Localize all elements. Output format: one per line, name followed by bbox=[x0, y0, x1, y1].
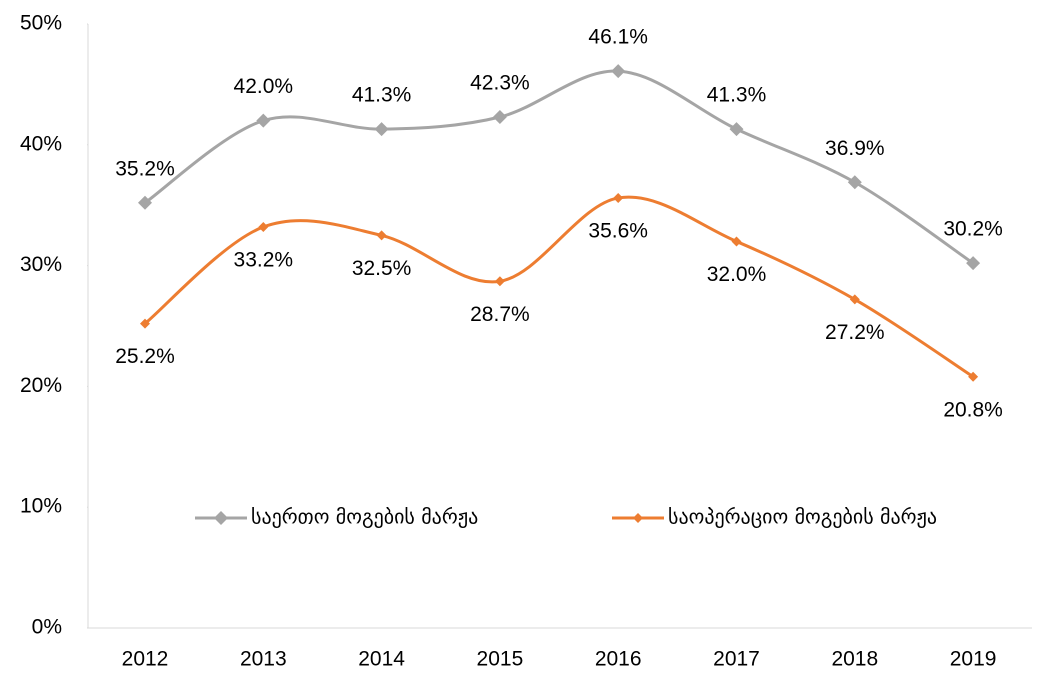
y-tick-label: 20% bbox=[20, 374, 62, 397]
y-tick-label: 10% bbox=[20, 495, 62, 518]
marker bbox=[729, 122, 744, 137]
legend-label: საოპერაციო მოგების მარჟა bbox=[668, 505, 937, 529]
marker bbox=[613, 192, 624, 203]
x-tick-label: 2014 bbox=[358, 648, 405, 671]
marker bbox=[847, 175, 862, 190]
data-label: 32.0% bbox=[707, 263, 767, 286]
y-tick-label: 50% bbox=[20, 12, 62, 35]
marker bbox=[731, 236, 742, 247]
y-tick-label: 40% bbox=[20, 132, 62, 155]
data-label: 25.2% bbox=[115, 345, 175, 368]
marker bbox=[966, 256, 981, 271]
x-tick-label: 2017 bbox=[713, 648, 760, 671]
x-tick-label: 2016 bbox=[595, 648, 642, 671]
marker bbox=[492, 110, 507, 125]
marker bbox=[494, 276, 505, 287]
series-line bbox=[144, 69, 974, 265]
x-tick-label: 2013 bbox=[240, 648, 287, 671]
marker bbox=[968, 371, 979, 382]
x-tick-label: 2015 bbox=[477, 648, 524, 671]
marker bbox=[374, 122, 389, 137]
data-label: 32.5% bbox=[352, 257, 412, 280]
data-label: 35.6% bbox=[588, 219, 648, 242]
marker bbox=[376, 230, 387, 241]
y-tick-label: 0% bbox=[32, 616, 62, 639]
marker bbox=[138, 195, 152, 210]
legend-marker bbox=[633, 513, 643, 523]
x-tick-label: 2018 bbox=[831, 648, 878, 671]
marker bbox=[140, 318, 150, 329]
data-label: 33.2% bbox=[234, 248, 294, 271]
marker bbox=[256, 113, 271, 128]
data-label: 20.8% bbox=[943, 398, 1003, 421]
data-label: 41.3% bbox=[352, 84, 412, 107]
data-label: 41.3% bbox=[707, 84, 767, 107]
data-label: 42.0% bbox=[234, 75, 294, 98]
y-tick-label: 30% bbox=[20, 253, 62, 276]
data-label: 28.7% bbox=[470, 303, 530, 326]
series-line bbox=[144, 195, 974, 378]
marker bbox=[849, 294, 860, 305]
data-label: 46.1% bbox=[588, 26, 648, 49]
x-tick-label: 2019 bbox=[950, 648, 997, 671]
legend-marker bbox=[214, 511, 228, 525]
x-tick-label: 2012 bbox=[122, 648, 169, 671]
data-label: 30.2% bbox=[943, 218, 1003, 241]
data-label: 35.2% bbox=[115, 157, 175, 180]
legend-label: საერთო მოგების მარჟა bbox=[251, 505, 478, 529]
marker bbox=[611, 64, 626, 79]
data-label: 42.3% bbox=[470, 72, 530, 95]
marker bbox=[258, 221, 269, 232]
data-label: 36.9% bbox=[825, 137, 885, 160]
data-label: 27.2% bbox=[825, 321, 885, 344]
